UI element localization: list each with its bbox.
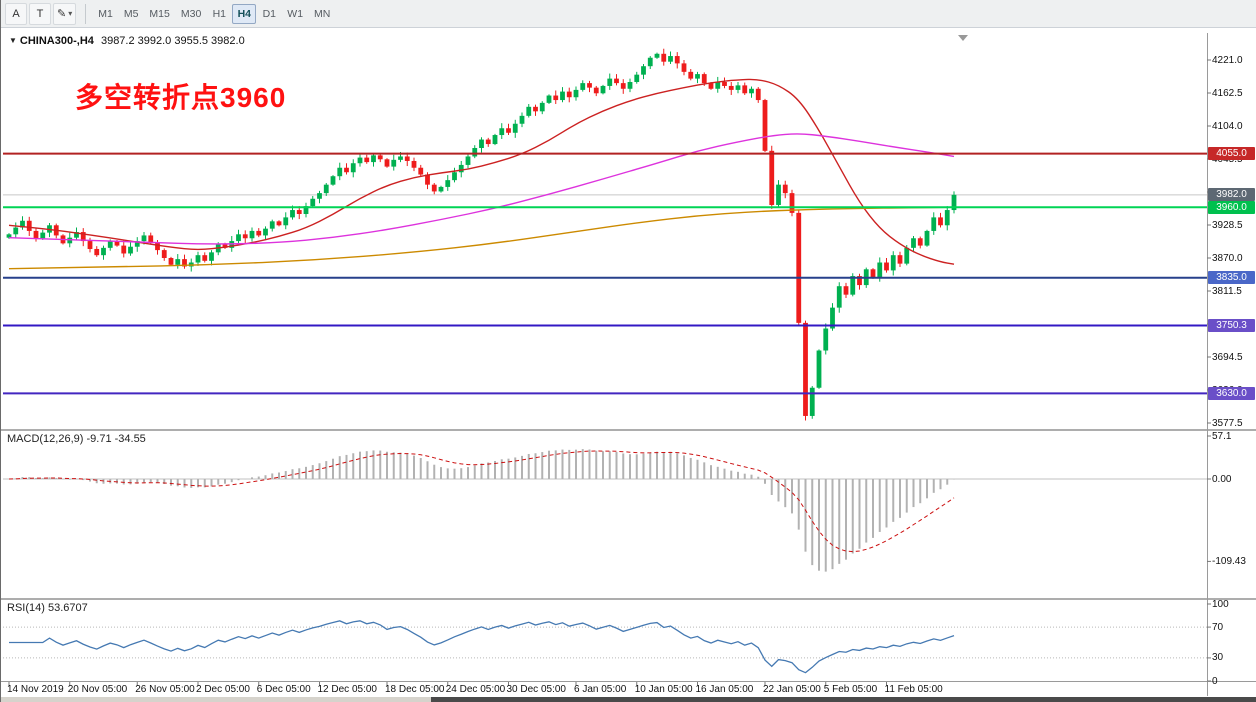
ma-slow-line [8,206,955,270]
timeframe-d1-button[interactable]: D1 [257,4,281,24]
toolbar-separator [85,3,87,24]
horizontal-scrollbar[interactable] [1,697,1256,702]
timeframe-h4-button[interactable]: H4 [232,3,257,24]
axis-tick-marks [8,59,1211,686]
timeframe-m1-button[interactable]: M1 [93,4,118,24]
chart-shift-marker-icon [958,35,968,41]
timeframe-m30-button[interactable]: M30 [176,4,206,24]
toolbar: A T ✎ ▾ M1 M5 M15 M30 H1 H4 D1 W1 MN [1,0,1256,28]
timeframe-m15-button[interactable]: M15 [144,4,174,24]
timeframe-w1-button[interactable]: W1 [282,4,308,24]
drawing-toolbar: A T ✎ ▾ [5,2,78,25]
text-tool-button[interactable]: T [29,2,51,25]
pointer-tool-button[interactable]: A [5,2,27,25]
draw-tools-button[interactable]: ✎ ▾ [53,2,77,25]
timeframe-h1-button[interactable]: H1 [207,4,231,24]
ma-fast-line [8,78,955,265]
timeframe-toolbar: M1 M5 M15 M30 H1 H4 D1 W1 MN [93,3,336,24]
horizontal-levels[interactable] [3,152,1207,395]
panel-borders [1,33,1256,696]
timeframe-m5-button[interactable]: M5 [119,4,144,24]
dropdown-caret-icon: ▾ [68,9,73,18]
ma-mid-line [8,133,955,245]
macd-histogram [14,449,955,572]
timeframe-mn-button[interactable]: MN [309,4,335,24]
rsi-line [9,620,955,674]
macd-signal-line [8,450,955,553]
